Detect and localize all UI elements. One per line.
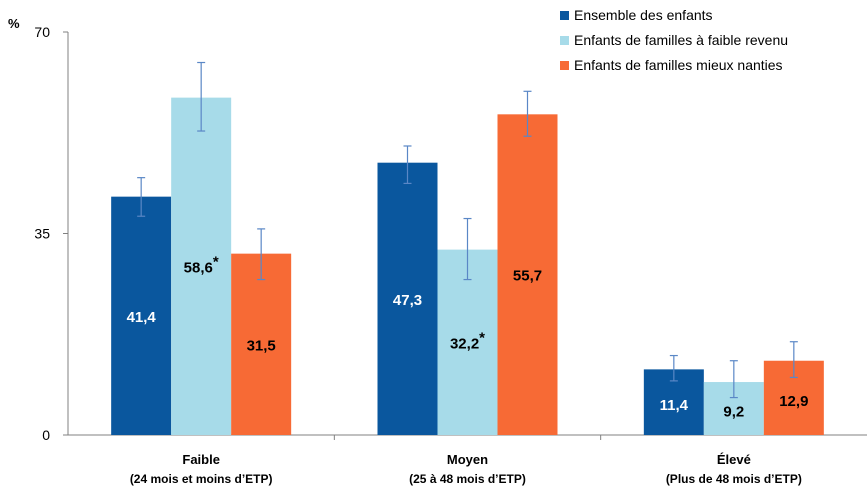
y-axis-label: % <box>8 16 20 31</box>
data-label: 47,3 <box>393 292 422 309</box>
bar <box>111 196 172 435</box>
x-axis-categories: Faible (24 mois et moins d’ETP) Moyen (25 à… <box>130 452 802 486</box>
bar <box>231 253 292 435</box>
legend-swatch <box>560 11 569 20</box>
data-label: 58,6* <box>184 253 219 276</box>
data-label: 32,2* <box>450 329 485 352</box>
x-category-label: Moyen <box>447 452 488 467</box>
data-label: 11,4 <box>660 397 689 414</box>
bar <box>171 97 232 435</box>
x-category-sublabel: (24 mois et moins d’ETP) <box>130 472 273 486</box>
error-bars-group <box>137 61 798 399</box>
legend: Ensemble des enfants Enfants de familles … <box>560 7 788 73</box>
x-category-label: Faible <box>182 452 220 467</box>
legend-label: Ensemble des enfants <box>574 7 713 23</box>
data-labels-group: 41,4 58,6* 31,5 47,3 32,2* 55,7 11,4 9,2 12,9 <box>127 253 809 420</box>
data-label: 41,4 <box>127 309 157 326</box>
data-label: 12,9 <box>779 393 808 410</box>
data-label: 31,5 <box>247 337 276 354</box>
x-category-sublabel: (Plus de 48 mois d’ETP) <box>666 472 802 486</box>
y-tick-label: 70 <box>34 24 50 40</box>
legend-label: Enfants de familles à faible revenu <box>574 32 788 48</box>
data-label: 9,2 <box>723 404 744 421</box>
bar <box>377 162 438 436</box>
data-label: 55,7 <box>513 268 542 285</box>
legend-label: Enfants de familles mieux nanties <box>574 57 783 73</box>
legend-swatch <box>560 61 569 70</box>
bar <box>437 249 498 435</box>
y-axis: 0 35 70 <box>34 24 68 443</box>
legend-swatch <box>560 36 569 45</box>
x-category-sublabel: (25 à 48 mois d’ETP) <box>409 472 526 486</box>
bar <box>497 114 558 435</box>
x-category-label: Élevé <box>717 452 751 467</box>
y-tick-label: 0 <box>42 427 50 443</box>
bars-group <box>111 97 824 436</box>
y-tick-label: 35 <box>34 226 50 242</box>
